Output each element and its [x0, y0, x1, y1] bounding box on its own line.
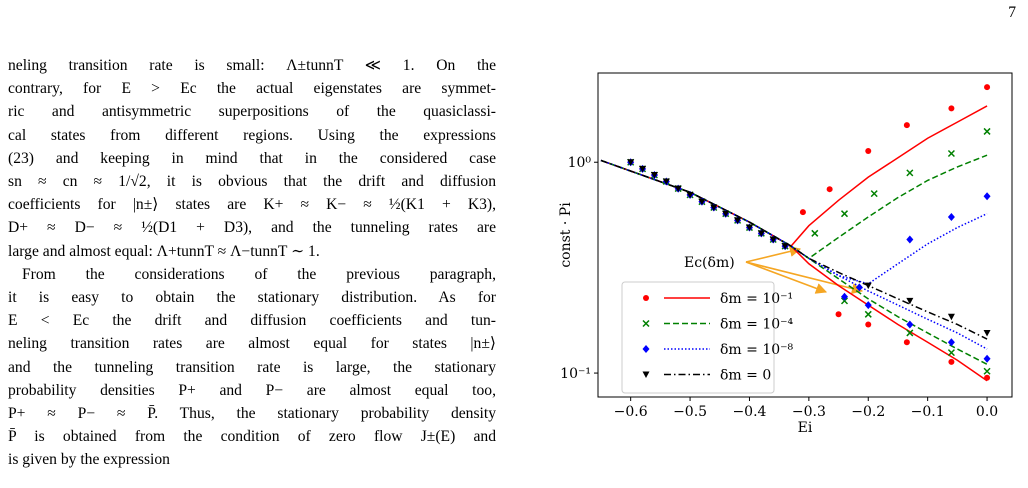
x-tick-label: −0.2	[851, 404, 885, 420]
x-tick-label: −0.4	[732, 404, 766, 420]
text-line: and the tunneling transition rate is lar…	[8, 358, 496, 376]
point	[840, 292, 848, 301]
x-axis-label: Ei	[798, 420, 813, 436]
text-line: neling transition rate is small: Λ±tunnT…	[8, 57, 496, 74]
point	[686, 191, 694, 199]
point	[984, 84, 991, 91]
text-line: ric and antisymmetric superpositions of …	[8, 103, 496, 121]
point	[983, 367, 991, 375]
text-line: E < Ec the drift and diffusion coefficie…	[8, 312, 496, 330]
point	[627, 159, 635, 166]
legend-box	[621, 281, 775, 394]
point	[983, 329, 991, 337]
point	[870, 190, 878, 198]
point	[781, 243, 789, 250]
point	[864, 310, 872, 318]
annotation-arrows	[745, 245, 864, 294]
point	[826, 186, 833, 193]
point	[865, 148, 872, 155]
point	[903, 122, 910, 129]
point	[650, 171, 658, 179]
point	[734, 217, 742, 224]
point	[983, 192, 991, 201]
text-line: P+ ≈ P− ≈ P̄. Thus, the stationary proba…	[8, 405, 496, 422]
legend-label: δm = 0	[720, 368, 771, 384]
text-line: (23) and keeping in mind that in the con…	[8, 149, 496, 167]
point	[906, 297, 914, 305]
text-line: sn ≈ cn ≈ 1/√2, it is obvious that the d…	[8, 173, 496, 190]
point	[948, 358, 955, 365]
text-line: cal states from different regions. Using…	[8, 126, 496, 144]
curve	[600, 159, 988, 285]
legend-label: δm = 10⁻⁸	[720, 342, 794, 358]
text-line: From the considerations of the previous …	[22, 265, 496, 283]
point	[906, 235, 914, 244]
text-line: is given by the expression	[8, 451, 170, 469]
point	[840, 210, 849, 218]
text-line: large and almost equal: Λ+tunnT ≈ Λ−tunn…	[8, 242, 320, 260]
text-line: coefficients for |n±⟩ states are K+ ≈ K−…	[8, 196, 496, 214]
point	[948, 105, 955, 112]
legend-label: δm = 10⁻⁴	[720, 317, 794, 333]
point	[799, 209, 806, 216]
point	[811, 229, 819, 237]
x-tick-label: −0.3	[792, 404, 826, 420]
x-tick-label: 0.0	[976, 404, 998, 420]
point	[984, 374, 991, 381]
text-line: D+ ≈ D− ≈ ½(D1 + D3), and the tunneling …	[8, 219, 496, 237]
annotation: Ec(δm)	[684, 255, 735, 271]
y-axis-label: const · Pi	[558, 202, 574, 268]
plot-frame	[597, 72, 1013, 398]
y-tick-label: 10⁻¹	[560, 366, 591, 382]
point	[757, 230, 765, 237]
curve	[600, 159, 988, 340]
point	[903, 339, 910, 346]
legend-marker	[642, 345, 650, 353]
text-line: probability densities P+ and P− are almo…	[8, 381, 496, 399]
text-line: contrary, for E > Ec the actual eigensta…	[8, 80, 496, 98]
point	[983, 127, 991, 135]
point	[855, 283, 863, 292]
point	[840, 297, 849, 305]
point	[983, 354, 991, 363]
legend-marker	[643, 295, 649, 301]
curve	[600, 159, 988, 366]
point	[722, 210, 730, 218]
point	[698, 198, 706, 206]
point	[710, 204, 718, 211]
point	[674, 185, 682, 193]
point	[947, 212, 955, 221]
point	[662, 178, 670, 186]
legend-label: δm = 10⁻¹	[720, 291, 793, 307]
text-line: P̄ is obtained from the condition of zer…	[8, 428, 496, 446]
x-tick-label: −0.5	[673, 404, 707, 420]
point	[835, 311, 842, 318]
point	[639, 165, 647, 173]
point	[906, 169, 914, 177]
point	[947, 313, 955, 321]
page-number: 7	[1008, 4, 1016, 21]
point	[769, 236, 777, 244]
legend-marker	[642, 371, 650, 378]
point	[745, 224, 753, 232]
y-tick-label: 10⁰	[568, 155, 592, 171]
point	[865, 321, 872, 328]
legend-marker	[642, 319, 650, 328]
text-line: neling transition rates are almost equal…	[8, 335, 496, 353]
text-line: it is easy to obtain the stationary dist…	[8, 289, 496, 306]
point	[864, 282, 872, 290]
x-tick-label: −0.1	[911, 404, 945, 420]
point	[947, 149, 955, 158]
point	[906, 320, 914, 329]
point	[906, 329, 914, 337]
curve	[600, 159, 988, 350]
point	[947, 349, 955, 357]
point	[864, 301, 872, 310]
x-tick-label: −0.6	[614, 404, 648, 420]
point	[947, 338, 955, 347]
curve	[600, 105, 988, 248]
